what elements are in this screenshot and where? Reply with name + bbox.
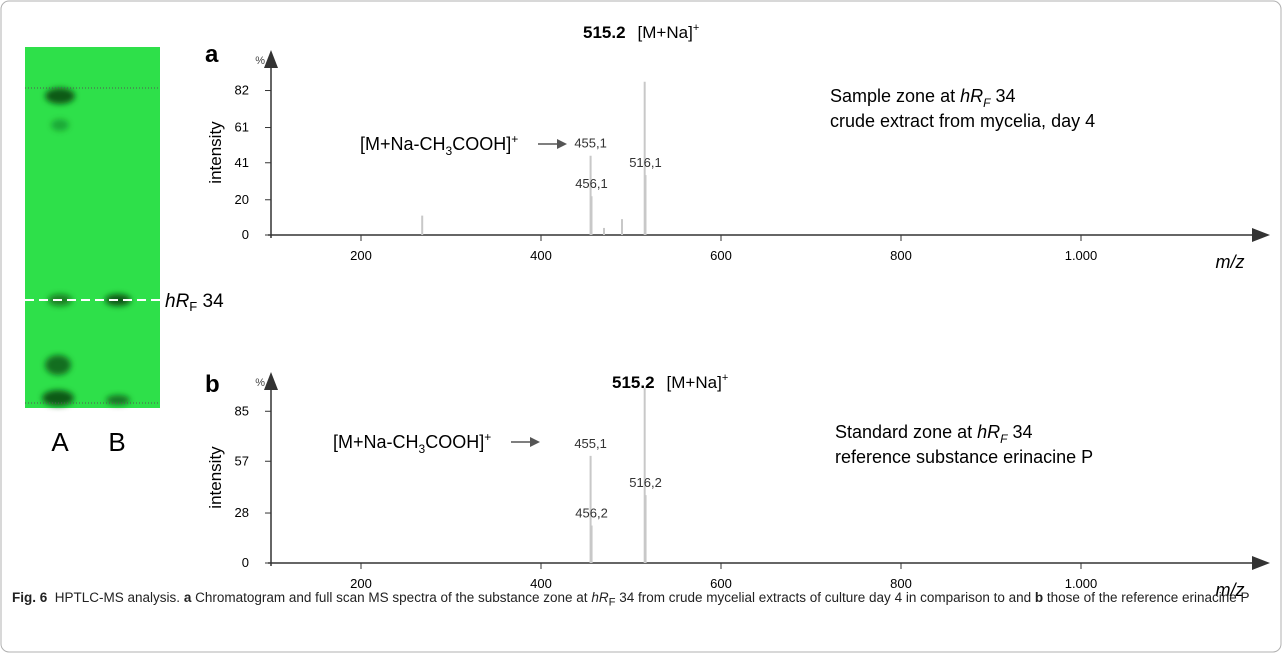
panel-label: a <box>205 41 219 68</box>
base-peak: 515.2 [M+Na]+ <box>583 22 699 42</box>
x-tick-label: 600 <box>710 248 732 263</box>
y-axis-label: intensity <box>206 121 225 184</box>
y-unit: % <box>255 55 265 67</box>
caption: Fig. 6 HPTLC-MS analysis. a Chromatogram… <box>12 587 1262 614</box>
y-tick-label: 57 <box>235 453 249 468</box>
y-tick-label: 85 <box>235 403 249 418</box>
base-peak-ion: [M+Na] <box>638 23 693 42</box>
annotation-part: hR <box>977 422 1000 442</box>
annotation-part: hR <box>960 86 983 106</box>
frame <box>1 1 1281 652</box>
lane-label: B <box>108 427 125 457</box>
chart: hRF 34 A B %intensitym/z0204161822004006… <box>0 0 1282 653</box>
peak-label: 456,1 <box>575 176 608 191</box>
caption-part: hR <box>591 590 608 605</box>
annotation-arrowhead <box>557 139 567 149</box>
annotation-part: Sample zone at <box>830 86 960 106</box>
description: crude extract from mycelia, day 4 <box>830 111 1095 131</box>
annotation-part: + <box>511 132 518 146</box>
caption-label: Fig. 6 <box>12 590 47 605</box>
x-axis-arrow <box>1252 228 1270 242</box>
base-peak-ion: [M+Na] <box>667 373 722 392</box>
annotation: [M+Na-CH3COOH]+ <box>333 430 491 456</box>
y-axis-arrow <box>264 50 278 68</box>
base-peak-charge: + <box>693 22 699 34</box>
annotation-part: 34 <box>990 86 1015 106</box>
y-tick-label: 28 <box>235 505 249 520</box>
y-tick-label: 41 <box>235 155 249 170</box>
peak-label: 455,1 <box>574 136 607 151</box>
base-peak-charge: + <box>722 372 728 384</box>
y-unit: % <box>255 377 265 389</box>
y-axis-label: intensity <box>206 446 225 509</box>
annotation-part: COOH] <box>452 134 511 154</box>
x-axis-label: m/z <box>1216 252 1245 272</box>
panel-label: b <box>205 371 220 398</box>
y-tick-label: 20 <box>235 192 249 207</box>
annotation-part: [M+Na-CH <box>333 432 419 452</box>
peak-label: 456,2 <box>575 506 608 521</box>
tlc-plate <box>25 47 160 408</box>
caption-part: Chromatogram and full scan MS spectra of… <box>191 590 591 605</box>
annotation-arrowhead <box>530 437 540 447</box>
zone-label: hRF 34 <box>165 291 224 314</box>
annotation-part: + <box>484 430 491 444</box>
y-tick-label: 82 <box>235 83 249 98</box>
x-tick-label: 200 <box>350 248 372 263</box>
y-tick-label: 0 <box>242 227 249 242</box>
caption-part: b <box>1035 590 1043 605</box>
y-tick-label: 61 <box>235 120 249 135</box>
y-axis-arrow <box>264 372 278 390</box>
annotation: Sample zone at hRF 34 <box>830 86 1015 110</box>
base-peak-mass: 515.2 <box>612 373 655 392</box>
zone-label-sub: F <box>189 299 197 314</box>
zone-label-part: hR <box>165 291 190 312</box>
annotation: Standard zone at hRF 34 <box>835 422 1033 446</box>
peak-label: 455,1 <box>574 436 607 451</box>
description: reference substance erinacine P <box>835 447 1093 467</box>
base-peak: 515.2 [M+Na]+ <box>612 372 728 392</box>
annotation-part: Standard zone at <box>835 422 977 442</box>
x-tick-label: 1.000 <box>1065 248 1098 263</box>
annotation-part: [M+Na-CH <box>360 134 446 154</box>
annotation: [M+Na-CH3COOH]+ <box>360 132 518 158</box>
caption-part: those of the reference erinacine P <box>1043 590 1249 605</box>
y-tick-label: 0 <box>242 555 249 570</box>
caption-title: HPTLC-MS analysis. <box>55 590 180 605</box>
zone-label-part: 34 <box>197 291 224 312</box>
x-tick-label: 400 <box>530 248 552 263</box>
lane-label: A <box>51 427 69 457</box>
peak-label: 516,1 <box>629 155 662 170</box>
caption-part: 34 from crude mycelial extracts of cultu… <box>615 590 1034 605</box>
annotation-part: COOH] <box>425 432 484 452</box>
base-peak-mass: 515.2 <box>583 23 626 42</box>
figure: hRF 34 A B %intensitym/z0204161822004006… <box>0 0 1282 653</box>
x-tick-label: 800 <box>890 248 912 263</box>
annotation-part: 34 <box>1007 422 1032 442</box>
x-axis-arrow <box>1252 556 1270 570</box>
peak-label: 516,2 <box>629 475 662 490</box>
